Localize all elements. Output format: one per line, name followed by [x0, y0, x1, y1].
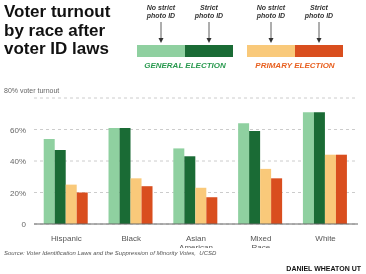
svg-text:20%: 20%: [10, 189, 26, 198]
html-text:DANIEL WHEATON UT: DANIEL WHEATON UT: [286, 265, 361, 272]
svg-text:No strictphoto ID: No strictphoto ID: [146, 4, 176, 20]
svg-text:60%: 60%: [10, 126, 26, 135]
svg-text:Strictphoto ID: Strictphoto ID: [304, 4, 333, 20]
svg-text:Hispanic: Hispanic: [51, 234, 82, 243]
svg-text:AsianAmerican: AsianAmerican: [179, 234, 213, 248]
html-text:Source: Voter Identification L: Source: Voter Identification Laws and th…: [4, 250, 217, 256]
svg-text:40%: 40%: [10, 157, 26, 166]
svg-text:0: 0: [22, 220, 27, 229]
svg-text:80% voter turnout: 80% voter turnout: [8, 87, 59, 94]
svg-text:PRIMARY ELECTION: PRIMARY ELECTION: [255, 61, 334, 70]
svg-text:GENERAL ELECTION: GENERAL ELECTION: [144, 61, 226, 70]
svg-text:MixedRace: MixedRace: [250, 234, 271, 248]
svg-text:White: White: [315, 234, 336, 243]
html-text:Voter turnout by race after vo: Voter turnout by race after voter ID law…: [4, 2, 111, 59]
svg-text:Black: Black: [121, 234, 142, 243]
svg-text:No strictphoto ID: No strictphoto ID: [256, 4, 286, 20]
svg-text:Strictphoto ID: Strictphoto ID: [194, 4, 223, 20]
